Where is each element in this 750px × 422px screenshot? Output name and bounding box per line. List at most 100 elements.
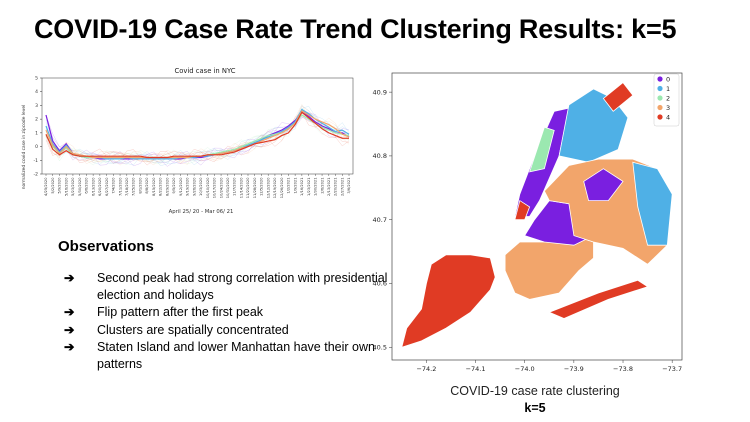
- line-xtick-label: 8/1/2020: [138, 177, 142, 194]
- line-xtick-label: 11/14/2020: [239, 177, 243, 198]
- line-xtick-label: 2/27/2021: [340, 178, 344, 196]
- line-xtick-label: 5/9/2020: [58, 177, 62, 194]
- line-xtick-label: 8/8/2020: [145, 177, 149, 194]
- covid-case-line-chart: Covid case in NYC normalized covid case …: [18, 62, 363, 222]
- map-legend-swatch: [657, 95, 663, 101]
- line-xtick-label: 6/27/2020: [105, 177, 109, 196]
- arrow-icon: ➔: [64, 322, 75, 337]
- line-faint-series: [45, 115, 350, 161]
- line-xtick-label: 12/5/2020: [260, 177, 264, 196]
- map-ytick-label: 40.5: [373, 343, 387, 351]
- line-xtick-label: 2/6/2021: [320, 178, 324, 194]
- line-ytick-label: 1: [35, 130, 38, 136]
- line-xtick-label: 4/25/2020: [44, 177, 48, 196]
- line-ytick-label: 0: [35, 144, 38, 150]
- map-legend-label: 4: [666, 113, 670, 121]
- line-faint-series: [45, 105, 350, 164]
- line-ytick-label: -2: [34, 172, 39, 178]
- line-xtick-label: 6/20/2020: [98, 177, 102, 196]
- line-chart-xlabel: April 25/ 20 - Mar 06/ 21: [169, 209, 234, 215]
- map-region-brooklyn-south: [504, 235, 594, 300]
- line-xtick-label: 5/30/2020: [78, 177, 82, 196]
- line-xtick-label: 1/30/2021: [314, 178, 318, 196]
- line-xtick-label: 1/9/2021: [293, 178, 297, 194]
- line-xtick-label: 6/6/2020: [85, 177, 89, 194]
- line-xtick-label: 1/23/2021: [307, 178, 311, 196]
- observation-text: Flip pattern after the first peak: [97, 305, 264, 319]
- map-legend-label: 3: [666, 104, 670, 112]
- map-xtick-label: −73.7: [662, 365, 682, 373]
- line-xtick-label: 7/18/2020: [125, 177, 129, 196]
- map-ytick-label: 40.6: [373, 280, 387, 288]
- map-region-queens-east: [632, 161, 673, 246]
- observation-item: ➔ Staten Island and lower Manhattan have …: [64, 339, 397, 372]
- line-chart-ylabel: normalized covid case in zipcode level: [21, 105, 27, 190]
- map-xtick-label: −73.9: [564, 365, 584, 373]
- map-xtick-label: −74.1: [466, 365, 486, 373]
- slide-title: COVID-19 Case Rate Trend Clustering Resu…: [34, 14, 677, 44]
- map-legend-swatch: [657, 114, 663, 120]
- line-ytick-label: -1: [34, 158, 39, 164]
- line-xtick-label: 8/29/2020: [165, 177, 169, 196]
- observation-text: Staten Island and lower Manhattan have t…: [97, 340, 375, 371]
- line-xtick-label: 11/21/2020: [246, 177, 250, 198]
- line-ytick-label: 3: [35, 103, 38, 109]
- line-xtick-label: 10/3/2020: [199, 177, 203, 196]
- line-xtick-label: 8/22/2020: [159, 177, 163, 196]
- observations-list: ➔ Second peak had strong correlation with…: [64, 270, 397, 373]
- line-xtick-label: 1/2/2021: [287, 178, 291, 194]
- line-xtick-label: 10/17/2020: [213, 177, 217, 198]
- line-ytick-label: 4: [35, 89, 38, 95]
- arrow-icon: ➔: [64, 305, 75, 319]
- map-ytick-label: 40.7: [373, 216, 387, 224]
- map-xtick-label: −74.0: [515, 365, 535, 373]
- line-xtick-label: 10/24/2020: [219, 177, 223, 198]
- line-xtick-label: 9/12/2020: [179, 177, 183, 196]
- observation-text: Second peak had strong correlation with …: [97, 271, 388, 302]
- map-xtick-label: −74.2: [416, 365, 436, 373]
- line-xtick-label: 1/16/2021: [300, 178, 304, 196]
- map-caption-k: k=5: [524, 401, 546, 415]
- line-xtick-label: 3/6/2021: [347, 178, 351, 194]
- line-xtick-label: 12/19/2020: [273, 177, 277, 198]
- map-legend-label: 2: [666, 94, 670, 102]
- map-legend-label: 1: [666, 85, 670, 93]
- line-xtick-label: 12/26/2020: [280, 177, 284, 198]
- map-region-bronx-north: [602, 82, 634, 112]
- nyc-cluster-map: −74.2 −74.1 −74.0 −73.9 −73.8 −73.7 40.5 40.6 40…: [370, 68, 710, 380]
- map-region-rockaways: [548, 279, 649, 319]
- line-xtick-label: 9/26/2020: [192, 177, 196, 196]
- line-xtick-label: 8/15/2020: [152, 177, 156, 196]
- line-xtick-label: 2/20/2021: [334, 178, 338, 196]
- arrow-icon: ➔: [64, 340, 75, 354]
- line-xtick-label: 5/23/2020: [71, 177, 75, 196]
- map-caption: COVID-19 case rate clustering: [450, 384, 620, 398]
- line-ytick-label: 5: [35, 76, 38, 82]
- map-ytick-label: 40.9: [373, 88, 387, 96]
- line-xtick-label: 7/25/2020: [132, 177, 136, 196]
- line-faint-series: [45, 112, 350, 167]
- observations-title: Observations: [58, 238, 154, 255]
- map-legend-swatch: [657, 104, 663, 111]
- line-xtick-label: 2/13/2021: [327, 178, 331, 196]
- line-xtick-label: 7/11/2020: [118, 177, 122, 196]
- line-chart-title: Covid case in NYC: [174, 67, 235, 75]
- line-xtick-label: 5/2/2020: [51, 177, 55, 194]
- map-region-queens-central: [583, 168, 624, 202]
- line-series: [45, 111, 349, 159]
- observation-item: ➔ Flip pattern after the first peak: [64, 304, 397, 321]
- line-xtick-label: 9/5/2020: [172, 177, 176, 194]
- line-xtick-label: 12/12/2020: [266, 177, 270, 198]
- map-legend-label: 0: [666, 75, 670, 83]
- line-xtick-label: 7/4/2020: [112, 177, 116, 194]
- line-ytick-label: 2: [35, 117, 38, 123]
- map-region-lower-manhattan: [514, 199, 531, 221]
- line-xtick-label: 11/28/2020: [253, 177, 257, 198]
- arrow-icon: ➔: [64, 271, 75, 285]
- map-region-upper-manhattan-west: [529, 126, 555, 173]
- map-region-staten-island: [401, 254, 496, 348]
- observation-text: Clusters are spatially concentrated: [97, 322, 289, 337]
- map-ytick-label: 40.8: [373, 152, 387, 160]
- line-xtick-label: 10/31/2020: [226, 177, 230, 198]
- line-xtick-label: 5/16/2020: [64, 177, 68, 196]
